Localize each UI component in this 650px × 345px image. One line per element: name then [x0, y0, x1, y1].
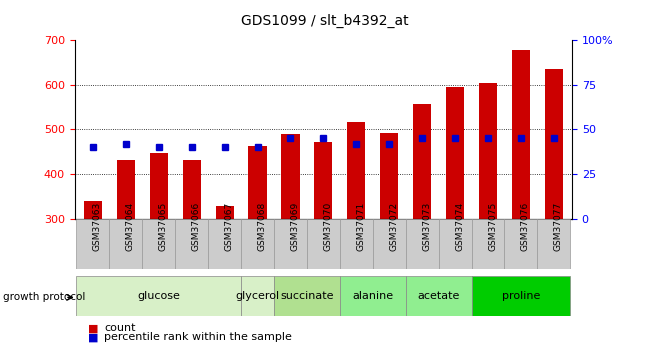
Bar — [340, 276, 406, 316]
Bar — [347, 122, 365, 219]
Text: GSM37063: GSM37063 — [93, 202, 102, 251]
Bar — [183, 160, 201, 219]
Bar — [241, 276, 274, 316]
Text: GSM37071: GSM37071 — [356, 202, 365, 251]
Text: ■: ■ — [88, 324, 98, 333]
Bar — [504, 219, 538, 269]
Text: GSM37077: GSM37077 — [554, 202, 563, 251]
Text: ■: ■ — [88, 333, 98, 342]
Bar — [109, 219, 142, 269]
Bar — [512, 50, 530, 219]
Bar — [241, 219, 274, 269]
Text: GSM37076: GSM37076 — [521, 202, 530, 251]
Text: GSM37066: GSM37066 — [192, 202, 201, 251]
Text: GSM37074: GSM37074 — [455, 202, 464, 251]
Bar — [479, 83, 497, 219]
Text: GSM37072: GSM37072 — [389, 202, 398, 251]
Text: GSM37064: GSM37064 — [126, 202, 135, 251]
Bar — [372, 219, 406, 269]
Bar — [406, 219, 439, 269]
Text: GSM37073: GSM37073 — [422, 202, 431, 251]
Text: GSM37067: GSM37067 — [225, 202, 233, 251]
Bar — [176, 219, 208, 269]
Text: GDS1099 / slt_b4392_at: GDS1099 / slt_b4392_at — [241, 14, 409, 28]
Text: GSM37075: GSM37075 — [488, 202, 497, 251]
Bar — [117, 160, 135, 219]
Bar — [274, 276, 340, 316]
Bar — [142, 219, 176, 269]
Bar — [307, 219, 340, 269]
Bar — [439, 219, 471, 269]
Bar — [538, 219, 570, 269]
Bar — [248, 146, 266, 219]
Text: GSM37069: GSM37069 — [291, 202, 300, 251]
Text: proline: proline — [502, 291, 540, 301]
Bar — [77, 219, 109, 269]
Text: acetate: acetate — [417, 291, 460, 301]
Bar — [274, 219, 307, 269]
Bar — [208, 219, 241, 269]
Bar — [446, 87, 464, 219]
Text: GSM37068: GSM37068 — [257, 202, 266, 251]
Text: alanine: alanine — [352, 291, 393, 301]
Text: glucose: glucose — [137, 291, 180, 301]
Bar — [315, 142, 332, 219]
Bar — [380, 133, 398, 219]
Bar — [406, 276, 471, 316]
Bar — [471, 276, 570, 316]
Text: GSM37065: GSM37065 — [159, 202, 168, 251]
Bar — [281, 134, 300, 219]
Bar — [545, 69, 563, 219]
Bar — [471, 219, 504, 269]
Bar — [413, 104, 431, 219]
Text: GSM37070: GSM37070 — [324, 202, 332, 251]
Bar — [84, 201, 102, 219]
Text: growth protocol: growth protocol — [3, 293, 86, 302]
Bar — [77, 276, 241, 316]
Text: glycerol: glycerol — [235, 291, 280, 301]
Bar — [340, 219, 372, 269]
Text: percentile rank within the sample: percentile rank within the sample — [104, 333, 292, 342]
Text: count: count — [104, 324, 135, 333]
Bar — [216, 206, 233, 219]
Bar — [150, 153, 168, 219]
Text: succinate: succinate — [280, 291, 333, 301]
